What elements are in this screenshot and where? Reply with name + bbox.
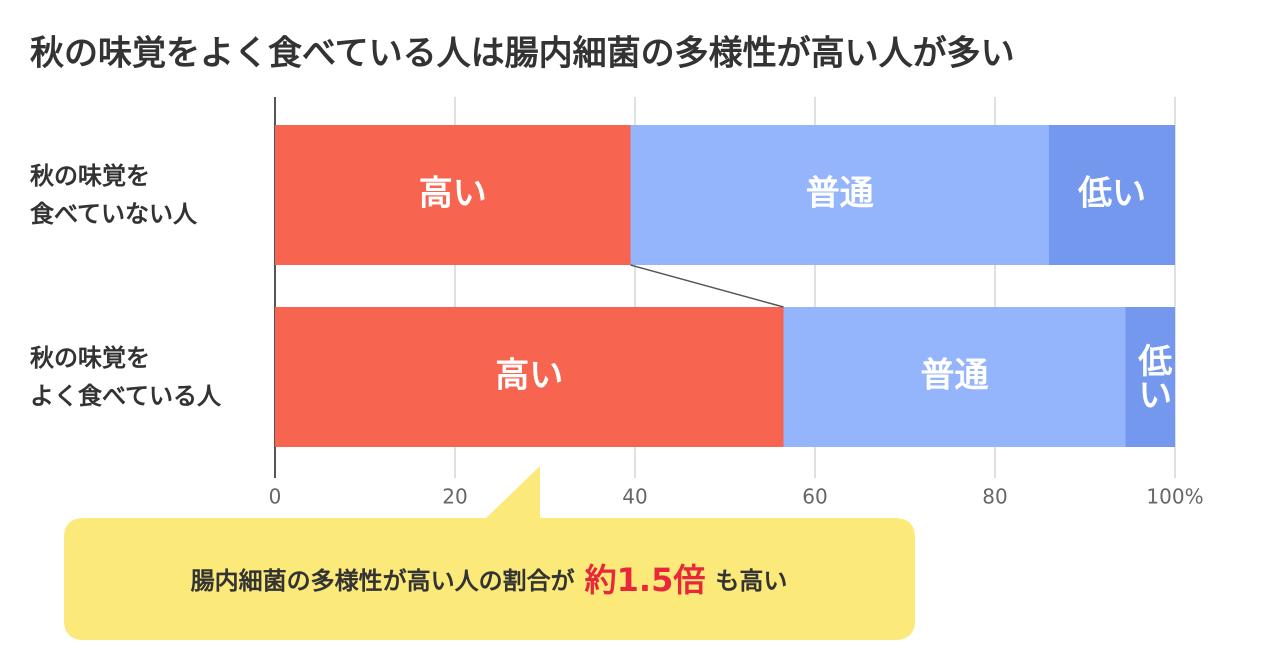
bar-segment [275, 307, 784, 447]
x-tick-label: 20 [442, 485, 467, 509]
callout: 腸内細菌の多様性が高い人の割合が 約1.5倍 も高い [64, 518, 914, 638]
connector-line [630, 264, 784, 308]
segment-label: 普通 [806, 174, 875, 214]
x-tick-label: 40 [622, 485, 647, 509]
callout-text: も高い [715, 566, 788, 595]
segment-label: 低い [1132, 343, 1173, 411]
category-label: 秋の味覚を よく食べている人 [30, 344, 222, 410]
callout-bubble [64, 466, 915, 640]
category-label: 秋の味覚を 食べていない人 [30, 162, 198, 228]
x-tick-label: 80 [982, 485, 1007, 509]
callout-highlight: 約1.5倍 [584, 561, 706, 599]
bar-segment [783, 307, 1126, 447]
x-tick-label: 60 [802, 485, 827, 509]
callout-text: 腸内細菌の多様性が高い人の割合が [190, 566, 575, 595]
segment-label: 低い [1077, 174, 1146, 214]
x-tick-label: 100% [1146, 485, 1203, 509]
segment-label: 普通 [921, 356, 990, 396]
segment-label: 高い [419, 174, 487, 214]
chart-title: 秋の味覚をよく食べている人は腸内細菌の多様性が高い人が多い [30, 34, 1015, 74]
x-tick-label: 0 [269, 485, 282, 509]
bar-segment [275, 125, 631, 265]
bar-segment [630, 125, 1049, 265]
bar-segment [1049, 125, 1175, 265]
segment-label: 高い [495, 356, 563, 396]
bar-segment [1125, 307, 1175, 447]
